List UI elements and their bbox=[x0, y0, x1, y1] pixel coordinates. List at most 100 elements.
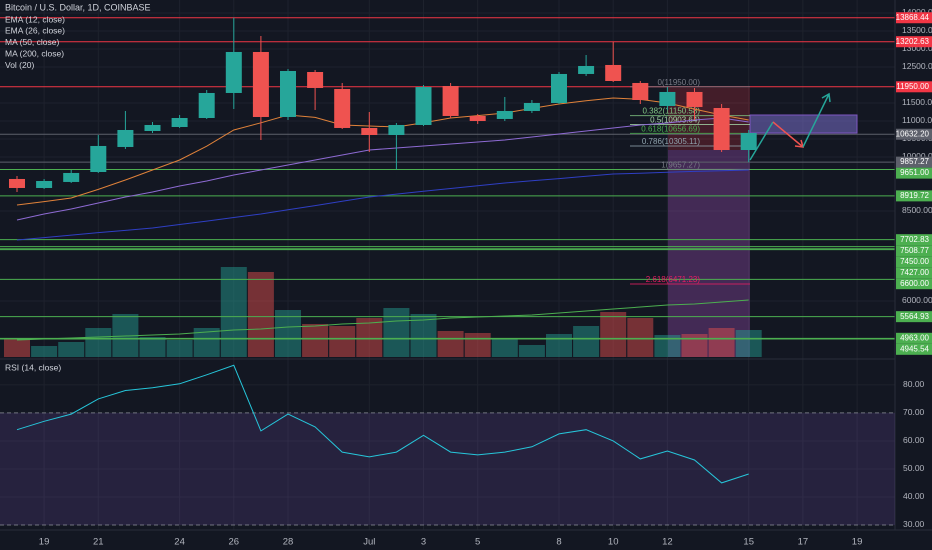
indicator-line bbox=[16, 117, 749, 221]
level-label: 9651.00 bbox=[900, 168, 929, 177]
level-label-bg bbox=[896, 190, 932, 202]
y-tick-label: 6000.00 bbox=[902, 295, 932, 305]
volume-bar bbox=[410, 314, 437, 357]
x-tick-label: 19 bbox=[852, 537, 863, 548]
price-pane: 0(11950.00)0.382(11150.58)0.5(10903.64)0… bbox=[0, 17, 895, 340]
candle-body bbox=[171, 118, 188, 128]
y-tick-label: 11500.00 bbox=[902, 97, 932, 107]
y-tick-label: 12500.00 bbox=[902, 61, 932, 71]
x-tick-label: 26 bbox=[229, 537, 240, 548]
volume-bar bbox=[4, 338, 30, 357]
rsi-title: RSI (14, close) bbox=[5, 362, 61, 372]
rsi-tick-label: 40.00 bbox=[903, 491, 925, 501]
level-label-bg bbox=[896, 234, 932, 246]
level-label-bg bbox=[896, 278, 932, 290]
arrow bbox=[749, 121, 774, 161]
level-label: 6600.00 bbox=[900, 279, 929, 288]
x-tick-label: 3 bbox=[421, 537, 426, 548]
candle-body bbox=[496, 110, 513, 119]
candle-body bbox=[469, 115, 486, 121]
y-tick-label: 10000.00 bbox=[902, 151, 932, 161]
volume-bar bbox=[220, 267, 247, 357]
y-tick-label: 13500.00 bbox=[902, 25, 932, 35]
level-label-bg bbox=[896, 36, 932, 48]
level-label: 11950.00 bbox=[896, 82, 929, 91]
legend-entry: MA (50, close) bbox=[5, 37, 59, 47]
volume-bar bbox=[681, 334, 708, 357]
x-tick-label: 24 bbox=[174, 537, 185, 548]
candle-body bbox=[605, 64, 622, 81]
volume-bar bbox=[329, 326, 356, 357]
level-label: 8919.72 bbox=[900, 191, 929, 200]
rsi-line bbox=[16, 364, 749, 484]
candle-body bbox=[632, 82, 649, 101]
volume-bar bbox=[654, 335, 681, 357]
y-tick-label: 11000.00 bbox=[902, 115, 932, 125]
rsi-tick-label: 30.00 bbox=[903, 519, 925, 529]
candle-body bbox=[388, 124, 405, 135]
candle-body bbox=[280, 70, 296, 117]
candle-body bbox=[90, 145, 107, 173]
rsi-tick-label: 50.00 bbox=[903, 463, 925, 473]
candle-body bbox=[686, 91, 703, 107]
candle-body bbox=[442, 86, 459, 116]
level-label-bg bbox=[896, 332, 932, 344]
volume-bar bbox=[356, 318, 383, 357]
symbol-title: Bitcoin / U.S. Dollar, 1D, COINBASE bbox=[5, 2, 151, 12]
level-label: 13868.44 bbox=[896, 13, 930, 22]
x-tick-label: 8 bbox=[556, 537, 561, 548]
volume-bar bbox=[85, 328, 112, 357]
volume-bar bbox=[546, 334, 572, 357]
fib-label: 0(11950.00) bbox=[657, 78, 700, 87]
candle-body bbox=[225, 51, 242, 93]
level-label-bg bbox=[896, 267, 932, 279]
y-tick-label: 13000.00 bbox=[902, 43, 932, 53]
candle-body bbox=[198, 92, 215, 119]
arrows bbox=[749, 92, 831, 161]
level-label: 7427.00 bbox=[900, 268, 929, 277]
rsi-tick-label: 80.00 bbox=[903, 379, 925, 389]
volume-bar bbox=[247, 272, 274, 357]
candle-body bbox=[740, 132, 757, 151]
level-label-bg bbox=[896, 311, 932, 323]
level-label: 7702.83 bbox=[900, 235, 929, 244]
level-label-bg bbox=[896, 343, 932, 355]
volume-bar bbox=[302, 324, 329, 357]
volume-bar bbox=[708, 328, 735, 357]
level-label: 10632.20 bbox=[896, 129, 930, 138]
level-label: 13202.63 bbox=[896, 37, 930, 46]
indicator-line bbox=[16, 97, 749, 206]
candle-body bbox=[713, 107, 730, 151]
volume-bar bbox=[735, 330, 762, 357]
position-tool-target bbox=[668, 150, 750, 357]
volume-bar bbox=[600, 312, 627, 357]
x-tick-label: 12 bbox=[662, 537, 673, 548]
candle-body bbox=[307, 71, 324, 88]
arrow-head bbox=[821, 92, 831, 103]
fib-label: 0.5(10903.64) bbox=[650, 116, 700, 125]
volume-ma-line bbox=[16, 299, 749, 341]
indicator-line bbox=[16, 169, 749, 241]
level-label-bg bbox=[896, 167, 932, 179]
fib-label: 0.618(10656.69) bbox=[641, 124, 700, 133]
level-label-bg bbox=[896, 156, 932, 168]
volume-bar bbox=[275, 310, 301, 357]
candle-body bbox=[334, 88, 351, 128]
candle-body bbox=[415, 87, 432, 125]
candle-body bbox=[551, 73, 567, 103]
level-label: 7450.00 bbox=[900, 257, 929, 266]
candle-body bbox=[578, 65, 595, 74]
rsi-pane: RSI (14, close) bbox=[0, 362, 895, 526]
candle-body bbox=[361, 127, 378, 135]
candle-body bbox=[252, 51, 269, 117]
candle-body bbox=[523, 102, 540, 111]
rsi-tick-label: 60.00 bbox=[903, 435, 925, 445]
volume-bar bbox=[58, 342, 85, 357]
rsi-band bbox=[0, 412, 895, 525]
x-tick-label: 17 bbox=[798, 537, 809, 548]
fib-label: 0.786(10305.11) bbox=[642, 137, 700, 146]
candle-body bbox=[659, 91, 676, 106]
x-tick-label: 5 bbox=[475, 537, 480, 548]
